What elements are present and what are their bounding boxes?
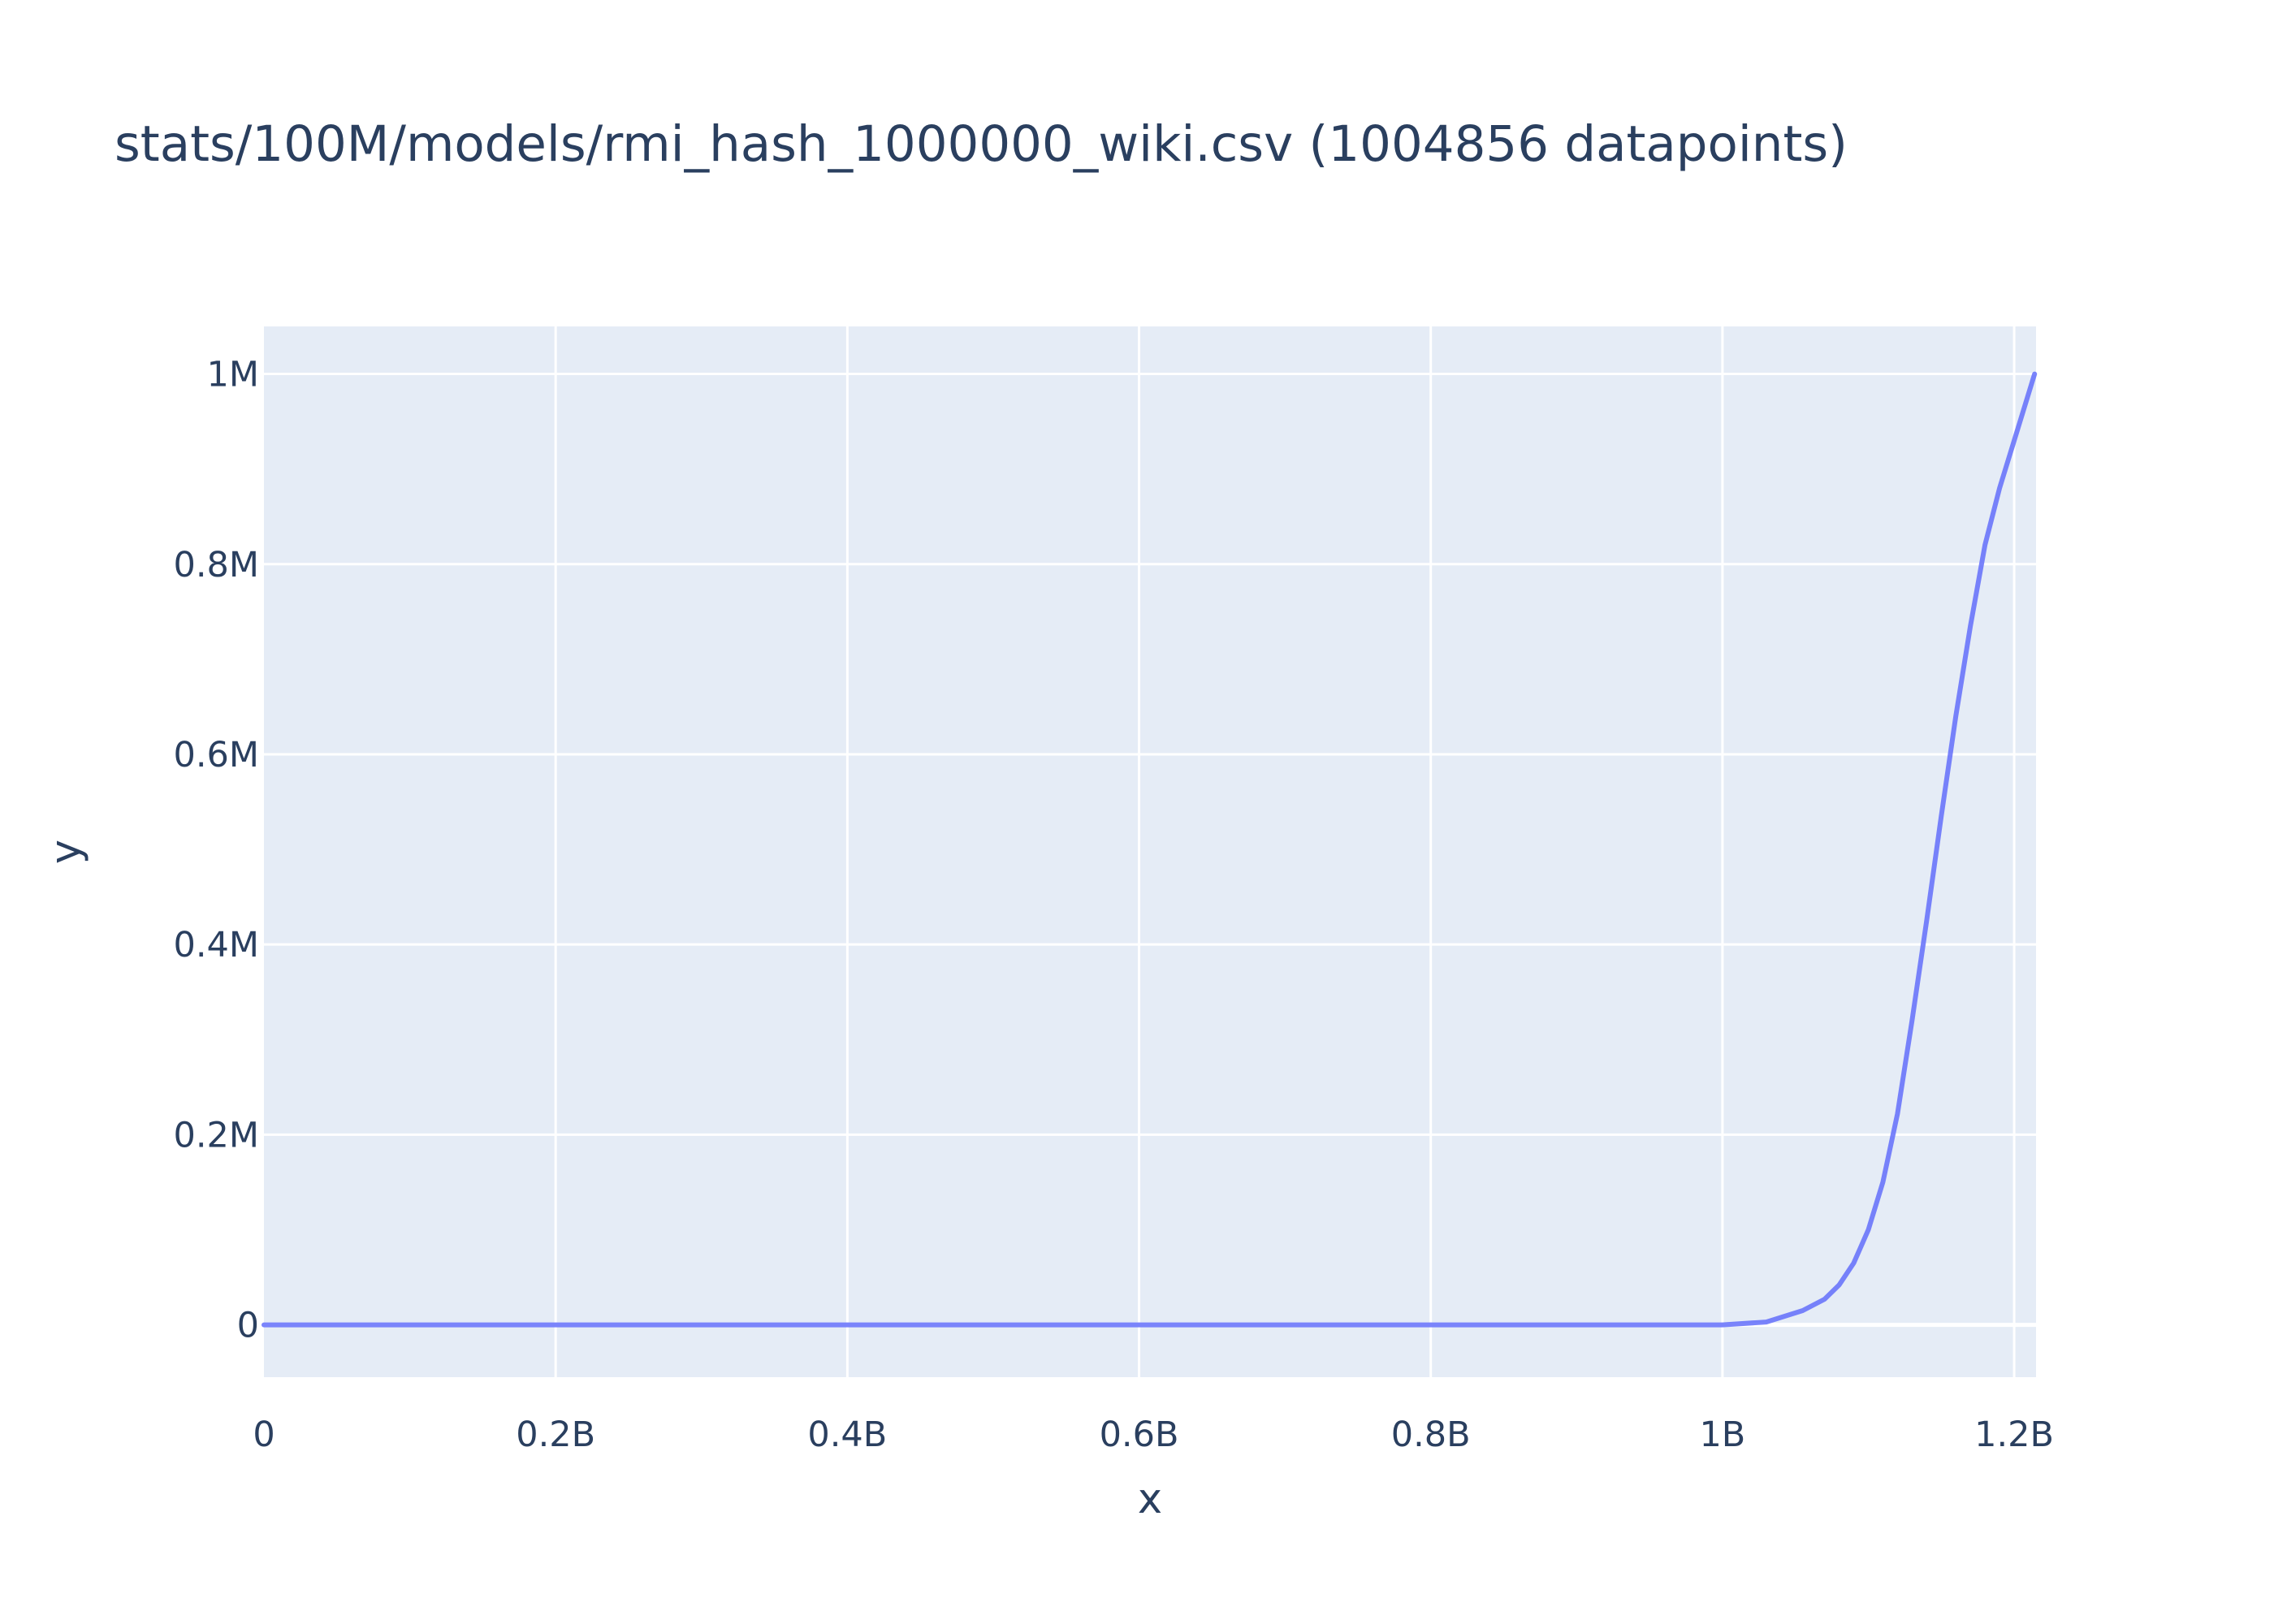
y-tick-label: 0 (237, 1306, 259, 1346)
y-tick-label: 0.2M (174, 1115, 259, 1155)
x-tick-label: 0.2B (516, 1415, 595, 1455)
y-tick-label: 1M (207, 355, 259, 395)
x-tick-label: 0.4B (807, 1415, 887, 1455)
x-tick-label: 0.6B (1100, 1415, 1179, 1455)
x-tick-labels: 0 0.2B 0.4B 0.6B 0.8B 1B 1.2B (253, 1415, 2054, 1455)
x-tick-label: 0.8B (1391, 1415, 1471, 1455)
grid-lines (264, 326, 2036, 1377)
series-lines (262, 371, 2038, 1328)
y-tick-label: 0.6M (174, 735, 259, 775)
y-axis-title: y (42, 840, 90, 864)
chart-title: stats/100M/models/rmi_hash_1000000_wiki.… (115, 115, 1848, 173)
x-tick-label: 1.2B (1974, 1415, 2054, 1455)
x-tick-label: 1B (1699, 1415, 1745, 1455)
x-tick-label: 0 (253, 1415, 275, 1455)
y-tick-labels: 0 0.2M 0.4M 0.6M 0.8M 1M (174, 355, 259, 1346)
series-line (262, 371, 2038, 1328)
y-tick-label: 0.8M (174, 545, 259, 585)
x-axis-title: x (1138, 1475, 1162, 1523)
y-tick-label: 0.4M (174, 925, 259, 965)
plot-area (264, 326, 2036, 1377)
